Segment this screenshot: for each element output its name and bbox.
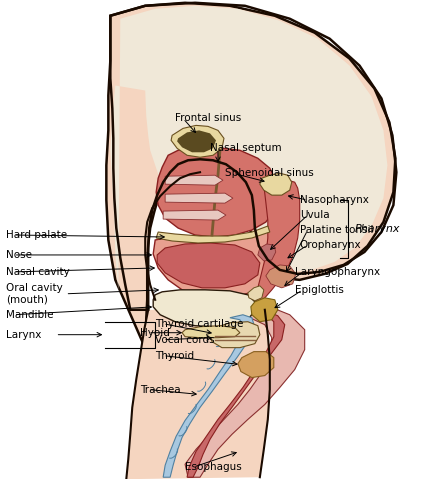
Polygon shape: [107, 3, 395, 360]
Text: Thyroid cartilage: Thyroid cartilage: [155, 319, 244, 329]
Text: Mandible: Mandible: [5, 310, 53, 320]
Text: Oropharynx: Oropharynx: [300, 240, 361, 250]
Text: Nasopharynx: Nasopharynx: [300, 195, 368, 205]
Polygon shape: [258, 244, 276, 261]
Text: Trachea: Trachea: [140, 384, 181, 395]
Text: Thyroid: Thyroid: [155, 350, 195, 360]
Text: Frontal sinus: Frontal sinus: [175, 113, 241, 123]
Text: Uvula: Uvula: [300, 210, 329, 220]
Polygon shape: [156, 226, 270, 243]
Text: Sphenoidal sinus: Sphenoidal sinus: [225, 168, 314, 178]
Polygon shape: [210, 322, 260, 348]
Polygon shape: [256, 175, 300, 305]
Polygon shape: [163, 315, 255, 477]
Polygon shape: [165, 175, 223, 185]
Polygon shape: [260, 173, 292, 195]
Polygon shape: [248, 286, 264, 301]
Text: Epiglottis: Epiglottis: [295, 285, 344, 295]
Text: Oral cavity: Oral cavity: [5, 283, 62, 293]
Text: Nasal cavity: Nasal cavity: [5, 267, 69, 277]
Polygon shape: [157, 243, 260, 288]
Polygon shape: [165, 193, 233, 203]
Polygon shape: [153, 228, 278, 297]
Text: (mouth): (mouth): [5, 295, 48, 305]
Text: Esophagus: Esophagus: [185, 462, 242, 472]
Polygon shape: [266, 265, 296, 288]
Polygon shape: [153, 290, 255, 327]
Text: Hyoid: Hyoid: [140, 328, 170, 338]
Text: Nose: Nose: [5, 250, 32, 260]
Polygon shape: [251, 298, 278, 322]
Text: Larynx: Larynx: [5, 330, 41, 340]
Text: Palatine tonsil: Palatine tonsil: [300, 225, 373, 235]
Polygon shape: [182, 326, 240, 337]
Polygon shape: [126, 310, 270, 479]
Polygon shape: [187, 312, 285, 477]
Polygon shape: [163, 210, 226, 220]
Polygon shape: [156, 147, 278, 237]
Polygon shape: [177, 131, 216, 152]
Polygon shape: [238, 352, 274, 378]
Text: Hard palate: Hard palate: [5, 230, 67, 240]
Polygon shape: [171, 125, 224, 157]
Text: Nasal septum: Nasal septum: [210, 144, 282, 153]
Text: Vocal cords: Vocal cords: [155, 335, 215, 345]
Polygon shape: [110, 6, 387, 290]
Polygon shape: [185, 305, 305, 477]
Text: Pharynx: Pharynx: [354, 224, 400, 234]
Text: Laryngopharynx: Laryngopharynx: [295, 267, 380, 277]
